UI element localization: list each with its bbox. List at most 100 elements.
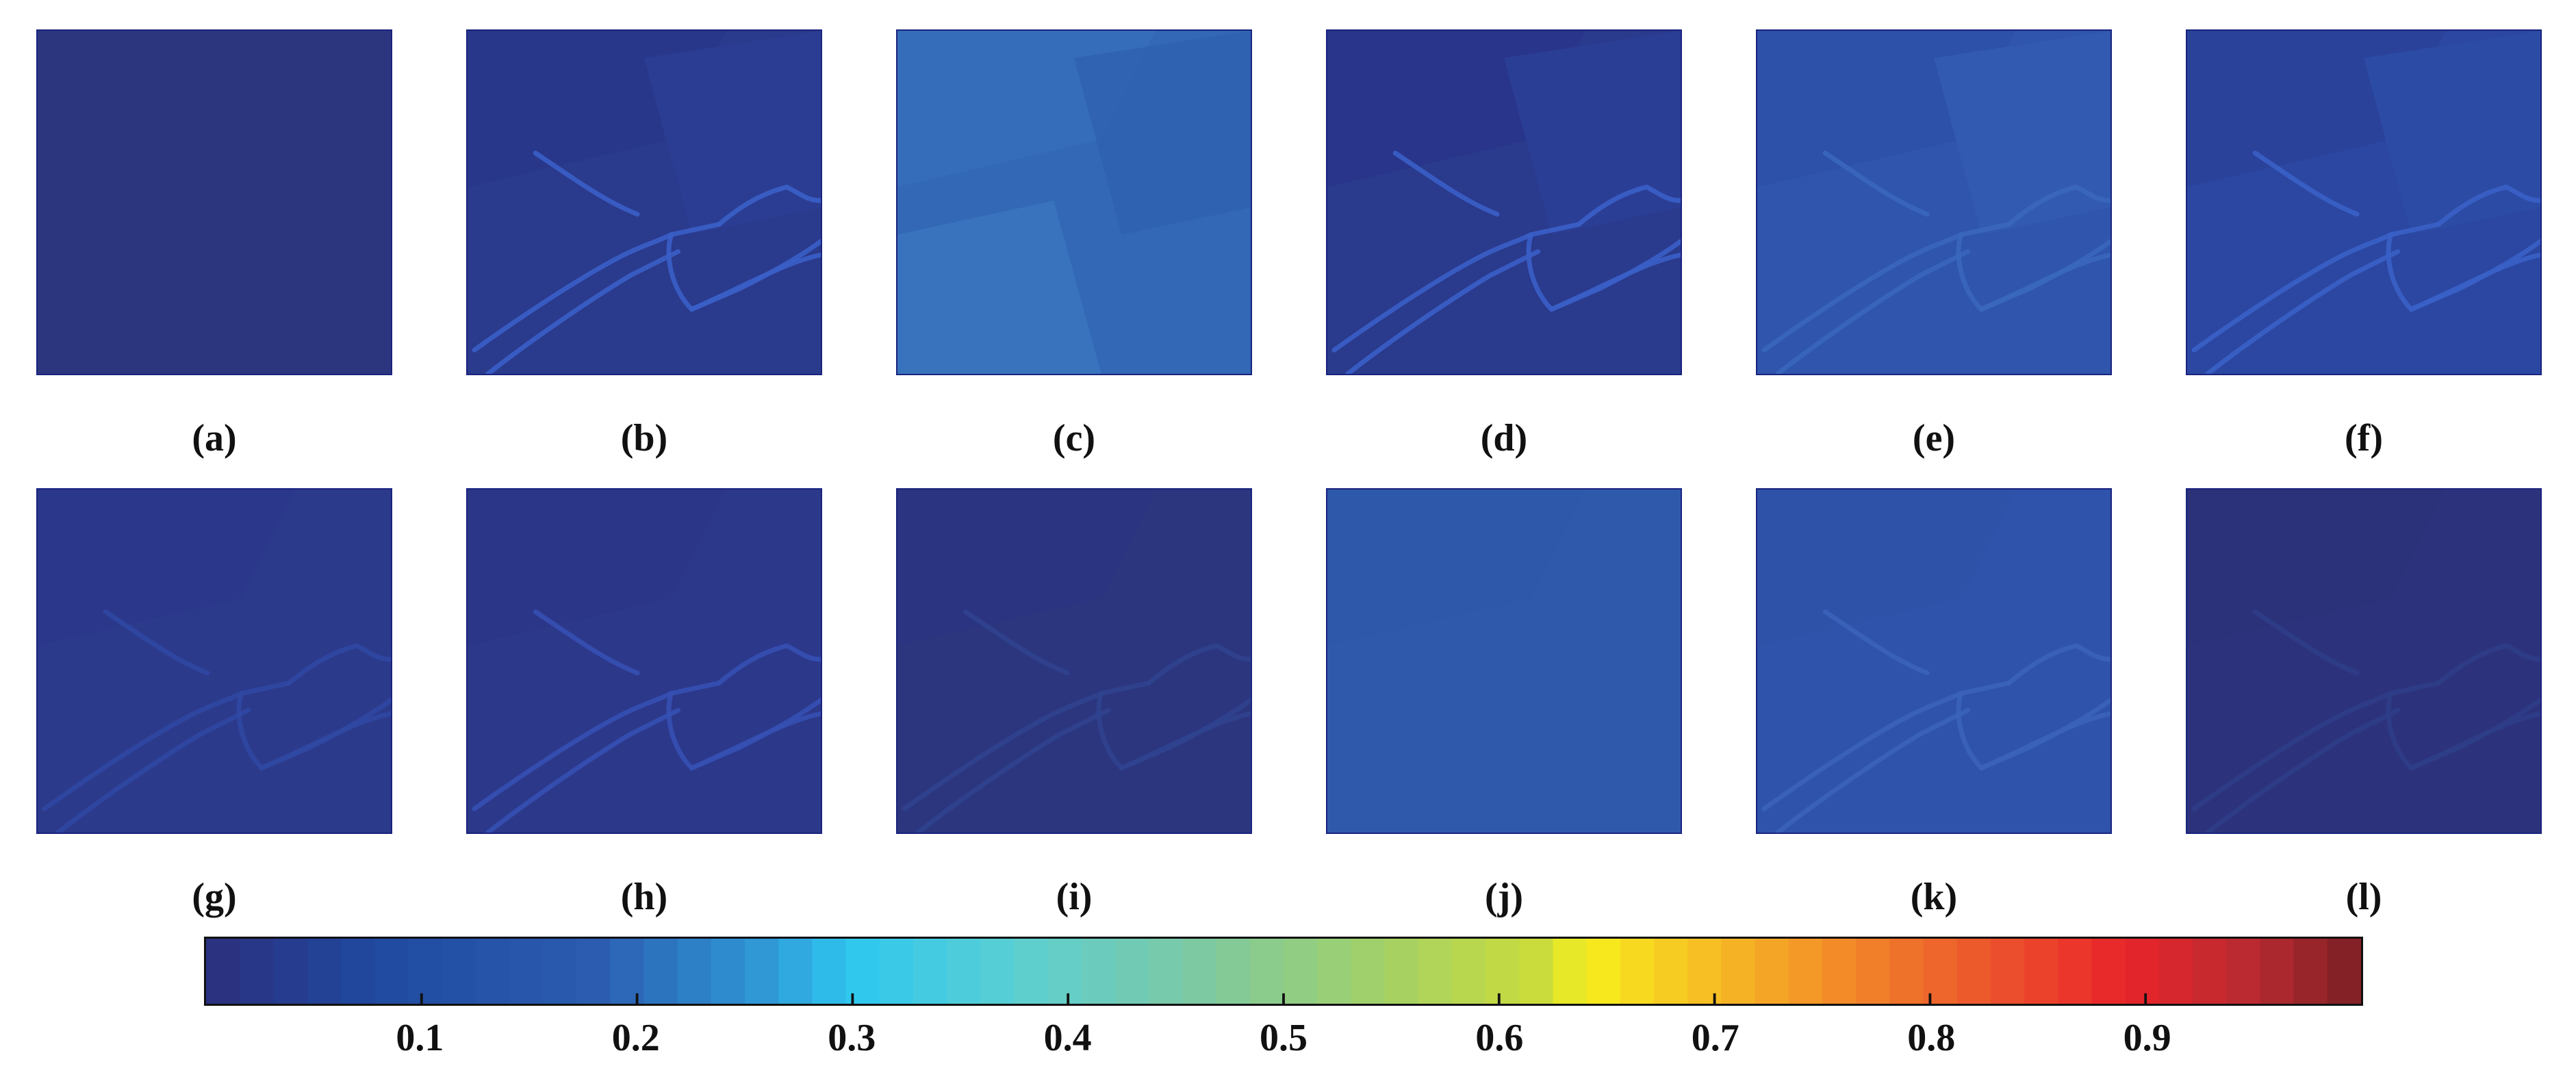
panel-i-caption: (i) bbox=[1056, 876, 1093, 918]
colorbar-segment bbox=[1317, 939, 1353, 1004]
colorbar-segment bbox=[1081, 939, 1117, 1004]
colorbar-segment bbox=[442, 939, 477, 1004]
panel-h-image bbox=[466, 488, 822, 834]
colorbar-segment bbox=[374, 939, 410, 1004]
colorbar-segment bbox=[1553, 939, 1588, 1004]
colorbar-segment bbox=[1418, 939, 1453, 1004]
colorbar-segment bbox=[1284, 939, 1319, 1004]
panel-f-caption: (f) bbox=[2345, 417, 2383, 459]
colorbar-segment bbox=[1923, 939, 1959, 1004]
colorbar-segment bbox=[1182, 939, 1218, 1004]
colorbar-tick-label: 0.3 bbox=[828, 1017, 876, 1059]
colorbar-segment bbox=[947, 939, 982, 1004]
panel-d-image bbox=[1326, 29, 1682, 375]
colorbar-tick-label: 0.4 bbox=[1043, 1017, 1092, 1059]
colorbar-gradient bbox=[206, 939, 2361, 1004]
panel-l-image bbox=[2186, 488, 2542, 834]
colorbar-segment bbox=[1485, 939, 1521, 1004]
panel-image-render bbox=[897, 490, 1251, 833]
panel-g-caption: (g) bbox=[192, 876, 237, 918]
panel-f-image bbox=[2186, 29, 2542, 375]
colorbar-segment bbox=[1047, 939, 1083, 1004]
colorbar-segment bbox=[879, 939, 915, 1004]
colorbar-segment bbox=[542, 939, 578, 1004]
colorbar-tick-label: 0.1 bbox=[396, 1017, 444, 1059]
colorbar-tick-label: 0.7 bbox=[1691, 1017, 1739, 1059]
colorbar-segment bbox=[475, 939, 511, 1004]
colorbar-segment bbox=[1788, 939, 1824, 1004]
colorbar-tick-label: 0.9 bbox=[2123, 1017, 2171, 1059]
panel-image-render bbox=[468, 31, 821, 374]
colorbar-segment bbox=[1856, 939, 1891, 1004]
colorbar-segment bbox=[2193, 939, 2228, 1004]
panel-k-caption: (k) bbox=[1910, 876, 1958, 918]
colorbar-segment bbox=[1216, 939, 1251, 1004]
colorbar-segment bbox=[206, 939, 242, 1004]
colorbar-tick-label: 0.2 bbox=[611, 1017, 660, 1059]
colorbar-segment bbox=[778, 939, 814, 1004]
panel-d-caption: (d) bbox=[1480, 417, 1528, 459]
colorbar-segment bbox=[745, 939, 780, 1004]
colorbar-segment bbox=[1654, 939, 1689, 1004]
colorbar-segment bbox=[2024, 939, 2060, 1004]
panel-image-render bbox=[1757, 31, 2110, 374]
colorbar-segment bbox=[340, 939, 376, 1004]
colorbar-segment bbox=[1519, 939, 1555, 1004]
colorbar-segment bbox=[2293, 939, 2329, 1004]
colorbar-segment bbox=[1384, 939, 1420, 1004]
colorbar-segment bbox=[1115, 939, 1151, 1004]
colorbar-tick-label: 0.5 bbox=[1260, 1017, 1308, 1059]
colorbar-segment bbox=[711, 939, 746, 1004]
colorbar-segment bbox=[576, 939, 612, 1004]
panel-j-caption: (j) bbox=[1485, 876, 1523, 918]
colorbar-segment bbox=[2158, 939, 2194, 1004]
colorbar-tick-label: 0.6 bbox=[1475, 1017, 1524, 1059]
panel-image-render bbox=[897, 31, 1251, 374]
colorbar-segment bbox=[509, 939, 544, 1004]
colorbar-tick-label: 0.8 bbox=[1907, 1017, 1956, 1059]
panel-image-render bbox=[1327, 490, 1681, 833]
panel-g-image bbox=[36, 488, 392, 834]
colorbar-segment bbox=[1687, 939, 1723, 1004]
colorbar bbox=[204, 937, 2363, 1006]
colorbar-segment bbox=[1351, 939, 1386, 1004]
panel-j-image bbox=[1326, 488, 1682, 834]
colorbar-segment bbox=[1755, 939, 1790, 1004]
colorbar-segment bbox=[2327, 939, 2361, 1004]
panel-a-caption: (a) bbox=[192, 417, 237, 459]
colorbar-segment bbox=[1014, 939, 1049, 1004]
colorbar-segment bbox=[408, 939, 444, 1004]
colorbar-segment bbox=[1889, 939, 1925, 1004]
colorbar-segment bbox=[812, 939, 847, 1004]
panel-b-caption: (b) bbox=[620, 417, 668, 459]
colorbar-segment bbox=[2226, 939, 2262, 1004]
colorbar-segment bbox=[2091, 939, 2127, 1004]
colorbar-segment bbox=[1586, 939, 1622, 1004]
panel-image-render bbox=[2187, 31, 2540, 374]
colorbar-segment bbox=[2125, 939, 2160, 1004]
colorbar-segment bbox=[1721, 939, 1757, 1004]
colorbar-segment bbox=[643, 939, 679, 1004]
panel-e-image bbox=[1756, 29, 2112, 375]
colorbar-segment bbox=[273, 939, 309, 1004]
panel-i-image bbox=[896, 488, 1252, 834]
colorbar-segment bbox=[1956, 939, 1992, 1004]
panel-image-render bbox=[1327, 31, 1681, 374]
panel-image-render bbox=[38, 490, 391, 833]
panel-image-render bbox=[38, 31, 391, 374]
colorbar-segment bbox=[845, 939, 881, 1004]
panel-h-caption: (h) bbox=[620, 876, 668, 918]
panel-image-render bbox=[468, 490, 821, 833]
colorbar-segment bbox=[980, 939, 1016, 1004]
panel-c-caption: (c) bbox=[1052, 417, 1096, 459]
colorbar-segment bbox=[2058, 939, 2093, 1004]
colorbar-segment bbox=[1149, 939, 1184, 1004]
colorbar-segment bbox=[1822, 939, 1858, 1004]
colorbar-segment bbox=[677, 939, 713, 1004]
panel-k-image bbox=[1756, 488, 2112, 834]
colorbar-segment bbox=[2260, 939, 2295, 1004]
colorbar-segment bbox=[1451, 939, 1488, 1004]
colorbar-segment bbox=[1620, 939, 1655, 1004]
panel-e-caption: (e) bbox=[1912, 417, 1956, 459]
colorbar-segment bbox=[240, 939, 275, 1004]
